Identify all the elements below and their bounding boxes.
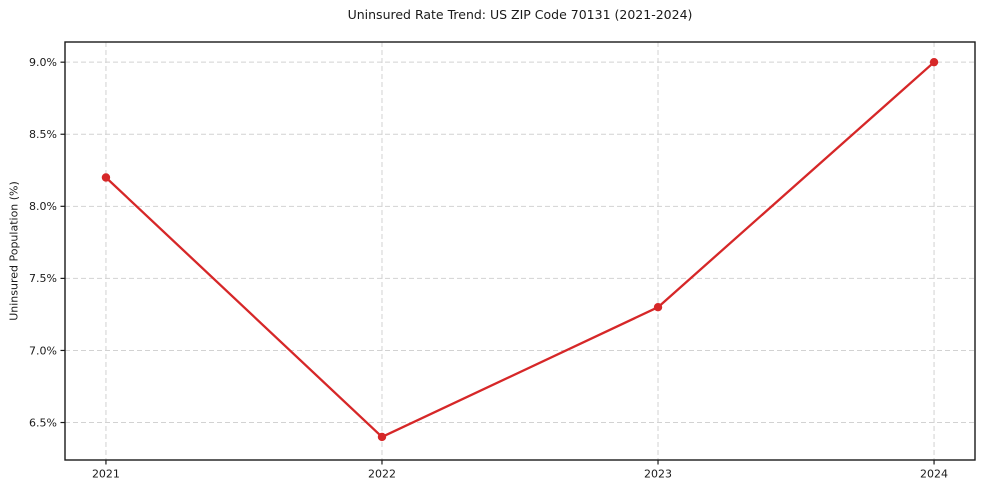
y-tick-label: 8.0% (29, 200, 57, 213)
y-tick-label: 7.5% (29, 272, 57, 285)
x-tick-label: 2023 (644, 468, 672, 481)
y-tick-label: 6.5% (29, 416, 57, 429)
y-tick-label: 9.0% (29, 56, 57, 69)
x-tick-label: 2022 (368, 468, 396, 481)
x-tick-label: 2024 (920, 468, 948, 481)
data-point-2021 (101, 173, 111, 182)
y-tick-label: 8.5% (29, 128, 57, 141)
y-tick-label: 7.0% (29, 344, 57, 357)
x-tick-label: 2021 (92, 468, 120, 481)
data-point-2023 (653, 303, 663, 312)
data-point-2022 (377, 432, 387, 442)
data-point-2024 (929, 57, 939, 67)
plot-border (64, 41, 976, 461)
chart-title: Uninsured Rate Trend: US ZIP Code 70131 … (347, 7, 693, 22)
trend-line (104, 61, 936, 439)
